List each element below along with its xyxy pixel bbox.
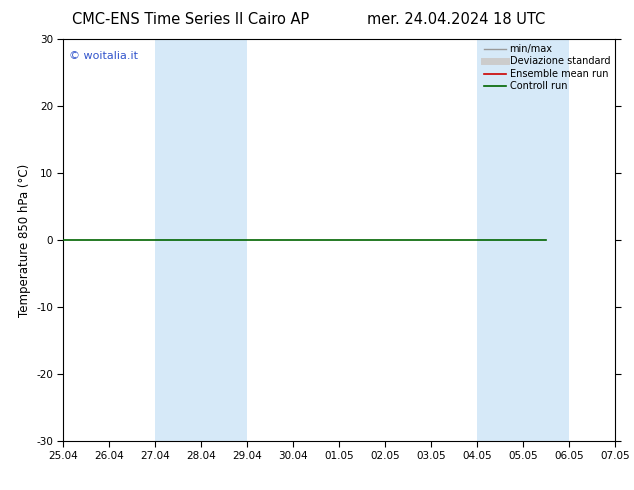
Bar bbox=[155, 39, 247, 441]
Text: © woitalia.it: © woitalia.it bbox=[69, 51, 138, 61]
Legend: min/max, Deviazione standard, Ensemble mean run, Controll run: min/max, Deviazione standard, Ensemble m… bbox=[481, 41, 613, 94]
Text: mer. 24.04.2024 18 UTC: mer. 24.04.2024 18 UTC bbox=[367, 12, 546, 27]
Y-axis label: Temperature 850 hPa (°C): Temperature 850 hPa (°C) bbox=[18, 164, 30, 317]
Text: CMC-ENS Time Series Il Cairo AP: CMC-ENS Time Series Il Cairo AP bbox=[72, 12, 309, 27]
Bar bbox=[477, 39, 569, 441]
